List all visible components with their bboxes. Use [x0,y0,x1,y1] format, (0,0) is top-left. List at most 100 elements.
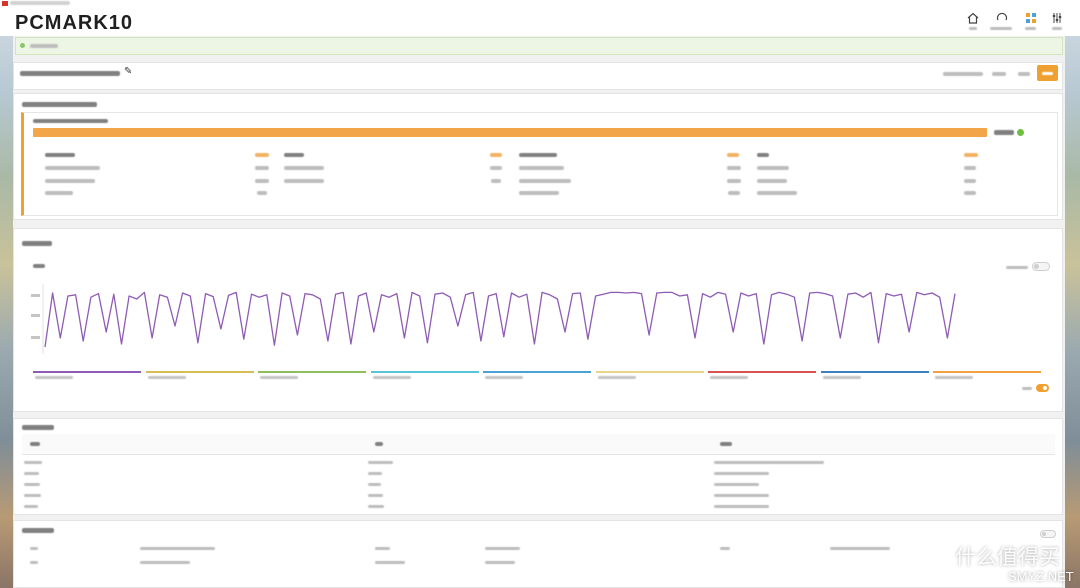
table-cell [714,472,769,475]
table-cell [24,461,42,464]
y-tick-label [31,294,40,297]
metric-value [491,179,501,183]
system-label [30,547,38,550]
system-label [375,561,405,564]
system-card [13,520,1063,588]
system-label [375,547,390,550]
score-value [994,130,1014,135]
system-label [30,561,38,564]
legend-item[interactable] [33,371,141,383]
logo-brand: PCMARK [15,12,109,34]
pencil-icon[interactable]: ✎ [124,66,133,77]
watermark-domain: SMYZ.NET [1008,569,1074,584]
apps-icon[interactable] [1025,11,1037,23]
metric-label [519,179,571,183]
monitoring-title [22,241,52,246]
system-value [140,561,190,564]
metric-value [490,153,502,157]
window-title [10,1,70,5]
system-label [720,547,730,550]
help-label [990,27,1012,30]
home-icon[interactable] [967,11,979,24]
legend-item[interactable] [483,371,591,383]
column-header [30,442,40,446]
header-action-1[interactable] [943,72,983,76]
logo-version: 10 [108,12,134,34]
y-tick-label [31,336,40,339]
apps-label [1025,27,1036,30]
metric-value [255,166,269,170]
watermark-logo-icon [912,545,940,573]
table-cell [368,461,393,464]
system-value [485,561,515,564]
metric-label [284,153,304,157]
table-cell [714,494,769,497]
legend-label [485,376,523,379]
chart-metric-label [33,264,45,268]
legend-item[interactable] [145,371,254,383]
metric-value [255,153,269,157]
metric-value [964,191,976,195]
help-icon[interactable] [996,11,1008,23]
settings-label [1052,27,1062,30]
table-cell [24,494,41,497]
system-title [22,528,54,533]
watermark-site-name: 什么值得买 [955,545,1060,569]
legend-item[interactable] [933,371,1041,383]
score-bar-fill [33,128,987,137]
result-header-card [13,62,1063,90]
header-action-3[interactable] [1018,72,1030,76]
details-title [22,425,54,430]
legend-swatch [708,371,816,373]
legend-swatch [483,371,591,373]
table-cell [714,461,824,464]
metric-label [757,166,789,170]
table-cell [24,472,39,475]
monitoring-chart [31,284,956,354]
metric-value [964,153,978,157]
legend-label [147,376,186,379]
primary-action-label [1042,72,1053,75]
metric-label [519,191,559,195]
legend-item[interactable] [820,371,929,383]
legend-item[interactable] [708,371,816,383]
legend-item[interactable] [370,371,479,383]
result-id [20,71,120,76]
legend-toggle[interactable] [1036,384,1049,392]
metric-label [45,153,75,157]
table-cell [368,483,381,486]
legend-swatch [820,371,929,373]
legend-item[interactable] [258,371,366,383]
metric-value [490,166,502,170]
metric-label [519,166,564,170]
table-cell [714,505,769,508]
metric-value [255,179,269,183]
table-cell [24,483,40,486]
legend-item[interactable] [595,371,704,383]
metric-label [757,191,797,195]
metric-label [519,153,557,157]
toggle-label [1022,387,1032,390]
details-table-header [22,434,1055,455]
system-toggle[interactable] [1040,530,1056,538]
check-icon [1017,129,1024,136]
metric-value [964,166,976,170]
home-label [969,27,977,30]
y-tick-label [31,314,40,317]
window-app-icon [2,1,8,6]
benchmark-title [22,102,97,107]
table-cell [368,472,382,475]
legend-swatch [933,371,1041,373]
table-cell [368,505,384,508]
chart-toggle[interactable] [1032,262,1050,271]
legend-swatch [595,371,704,373]
metric-value [727,153,739,157]
app-logo: PCMARK10 [15,12,133,34]
score-bar [33,128,987,137]
metric-value [727,166,741,170]
legend-swatch [145,371,254,373]
settings-icon[interactable] [1051,11,1063,23]
header-action-2[interactable] [992,72,1006,76]
legend-swatch [370,371,479,373]
legend-label [710,376,748,379]
